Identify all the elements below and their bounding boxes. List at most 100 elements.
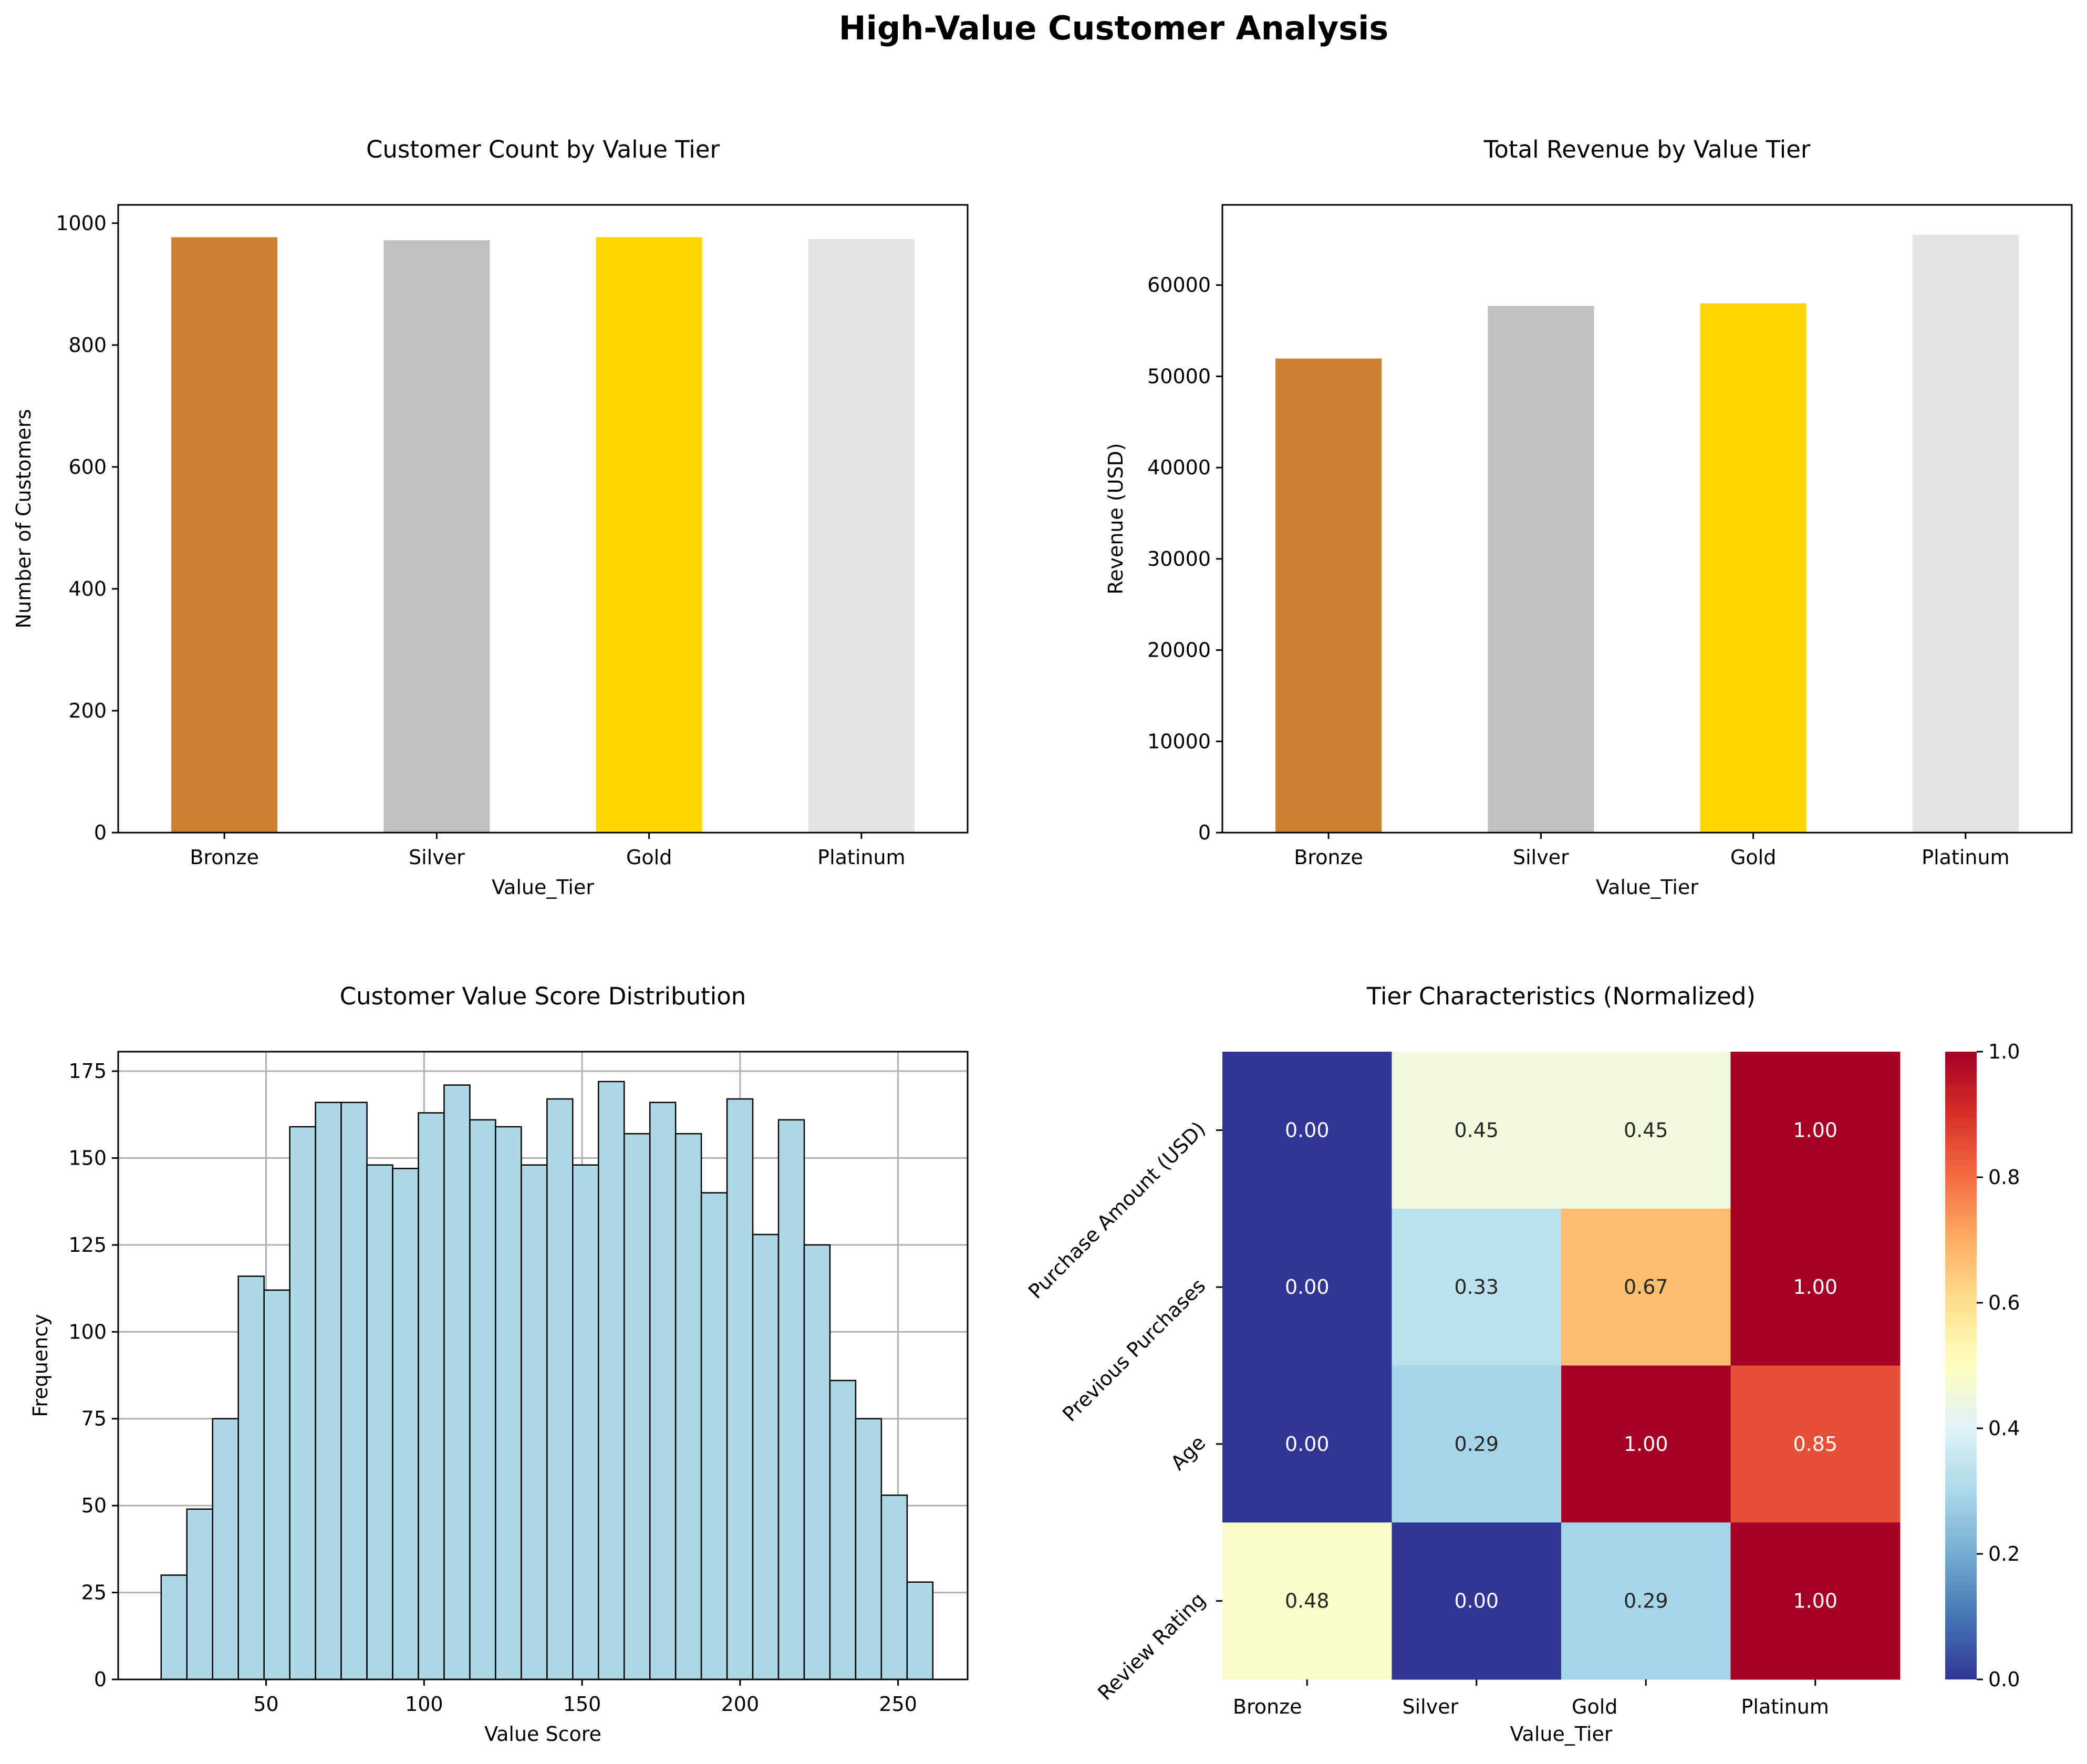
- y-tick-label: 0: [94, 821, 107, 844]
- x-tick-label: 200: [721, 1693, 760, 1716]
- y-tick-label: 30000: [1147, 547, 1211, 570]
- histogram-bar: [469, 1119, 496, 1680]
- heatmap-cell: [1730, 1208, 1901, 1366]
- heatmap-cell: [1222, 1522, 1392, 1680]
- histogram-bar: [366, 1164, 393, 1680]
- y-tick-label: 75: [81, 1407, 107, 1430]
- y-tick-label: 125: [68, 1233, 107, 1257]
- heatmap-cell-label: 1.00: [1793, 1118, 1837, 1142]
- histogram-bar: [906, 1581, 934, 1680]
- histogram-bar: [340, 1102, 368, 1680]
- y-axis-label: Number of Customers: [12, 409, 35, 629]
- y-axis-label: Frequency: [29, 1314, 52, 1417]
- bar-gold: [1700, 303, 1806, 833]
- heatmap-cell-label: 0.29: [1624, 1590, 1668, 1613]
- heatmap-cell: [1730, 1052, 1901, 1209]
- histogram-bar: [829, 1379, 857, 1680]
- x-tick-label: Silver: [409, 846, 465, 869]
- bar-gold: [596, 237, 702, 833]
- heatmap-cell: [1392, 1208, 1562, 1366]
- heatmap-cell-label: 1.00: [1624, 1433, 1668, 1456]
- histogram-bar: [623, 1133, 651, 1680]
- histogram-bar: [855, 1418, 882, 1680]
- heatmap-cell: [1561, 1522, 1731, 1680]
- colorbar-tick-label: 0.2: [1988, 1542, 2020, 1565]
- y-tick-label: 10000: [1147, 730, 1211, 753]
- histogram-bar: [726, 1098, 754, 1680]
- count-bar-chart: Customer Count by Value Tier Bronze Silver…: [12, 136, 969, 899]
- y-tick-label: 50: [81, 1494, 107, 1517]
- plot-frame: [117, 1051, 969, 1680]
- panel-title: Customer Count by Value Tier: [366, 136, 720, 163]
- value-score-histogram: Customer Value Score Distribution 50 100 15…: [29, 982, 969, 1746]
- y-tick-label: 1000: [56, 212, 107, 235]
- bar-silver: [383, 240, 490, 833]
- bar-platinum: [808, 238, 915, 833]
- x-tick-label: Gold: [1572, 1695, 1617, 1718]
- histogram-bar: [803, 1244, 831, 1680]
- colorbar-tick-label: 0.0: [1988, 1668, 2020, 1691]
- histogram-bar: [443, 1084, 471, 1680]
- y-tick-label: 50000: [1147, 365, 1211, 388]
- heatmap-cell: [1561, 1052, 1731, 1209]
- x-tick-label: Platinum: [1741, 1695, 1829, 1718]
- y-tick-label: 600: [68, 455, 107, 479]
- panel-title: Total Revenue by Value Tier: [1483, 136, 1811, 163]
- figure-title: High-Value Customer Analysis: [839, 9, 1389, 47]
- x-tick-label: 150: [563, 1693, 601, 1716]
- revenue-bar-chart: Total Revenue by Value Tier Bronze Silver G…: [1104, 136, 2073, 899]
- histogram-bar: [186, 1508, 213, 1680]
- y-tick-label: 800: [68, 334, 107, 357]
- x-tick-label: Bronze: [190, 846, 259, 869]
- bar-platinum: [1912, 234, 2019, 833]
- bar-bronze: [1275, 358, 1382, 833]
- histogram-bar: [160, 1574, 188, 1680]
- y-tick-label: 400: [68, 577, 107, 600]
- x-tick-label: Platinum: [1922, 846, 2009, 869]
- heatmap-cell-label: 1.00: [1793, 1590, 1837, 1613]
- histogram-bar: [263, 1289, 290, 1680]
- y-tick-label: 100: [68, 1320, 107, 1343]
- x-tick-label: Gold: [626, 846, 672, 869]
- tier-characteristics-heatmap: Tier Characteristics (Normalized) 0.00 0.4…: [1024, 982, 2020, 1746]
- colorbar-tick-label: 1.0: [1988, 1040, 2020, 1063]
- y-tick-label: 200: [68, 699, 107, 722]
- heatmap-cell: [1561, 1365, 1731, 1523]
- colorbar-tick-label: 0.6: [1988, 1291, 2020, 1314]
- histogram-bar: [598, 1081, 625, 1680]
- x-axis-label: Value Score: [484, 1723, 601, 1746]
- histogram-bar: [418, 1112, 445, 1680]
- panel-title: Customer Value Score Distribution: [340, 982, 746, 1010]
- heatmap-cell-label: 0.45: [1454, 1118, 1499, 1142]
- x-axis-label: Value_Tier: [1596, 876, 1698, 899]
- y-tick-label: 150: [68, 1146, 107, 1169]
- histogram-bar: [315, 1102, 342, 1680]
- x-tick-label: Bronze: [1294, 846, 1363, 869]
- y-tick-label: 60000: [1147, 274, 1211, 297]
- y-tick-label: 175: [68, 1060, 107, 1083]
- heatmap-cell-label: 0.29: [1454, 1433, 1499, 1456]
- x-axis-label: Value_Tier: [1510, 1723, 1613, 1746]
- colorbar: [1945, 1052, 1977, 1679]
- heatmap-cell-label: 0.00: [1285, 1118, 1330, 1142]
- histogram-bar: [777, 1119, 805, 1680]
- x-tick-label: 100: [405, 1693, 443, 1716]
- histogram-bar: [546, 1098, 574, 1680]
- heatmap-cell-label: 0.85: [1793, 1433, 1837, 1456]
- plot-frame: [1221, 204, 2073, 834]
- heatmap-cell: [1561, 1208, 1731, 1366]
- bar-silver: [1488, 306, 1594, 833]
- heatmap-cell-label: 1.00: [1793, 1275, 1837, 1299]
- x-tick-label: 50: [253, 1693, 278, 1716]
- y-tick-label: 0: [94, 1668, 107, 1691]
- heatmap-cell-label: 0.00: [1285, 1275, 1330, 1299]
- histogram-bar: [700, 1192, 728, 1680]
- heatmap-cell-label: 0.00: [1454, 1590, 1499, 1613]
- x-tick-label: Platinum: [817, 846, 905, 869]
- y-tick-label: 40000: [1147, 456, 1211, 479]
- heatmap-cell-label: 0.45: [1624, 1118, 1668, 1142]
- heatmap-cell: [1392, 1052, 1562, 1209]
- heatmap-cell: [1730, 1365, 1901, 1523]
- x-tick-label: 250: [879, 1693, 917, 1716]
